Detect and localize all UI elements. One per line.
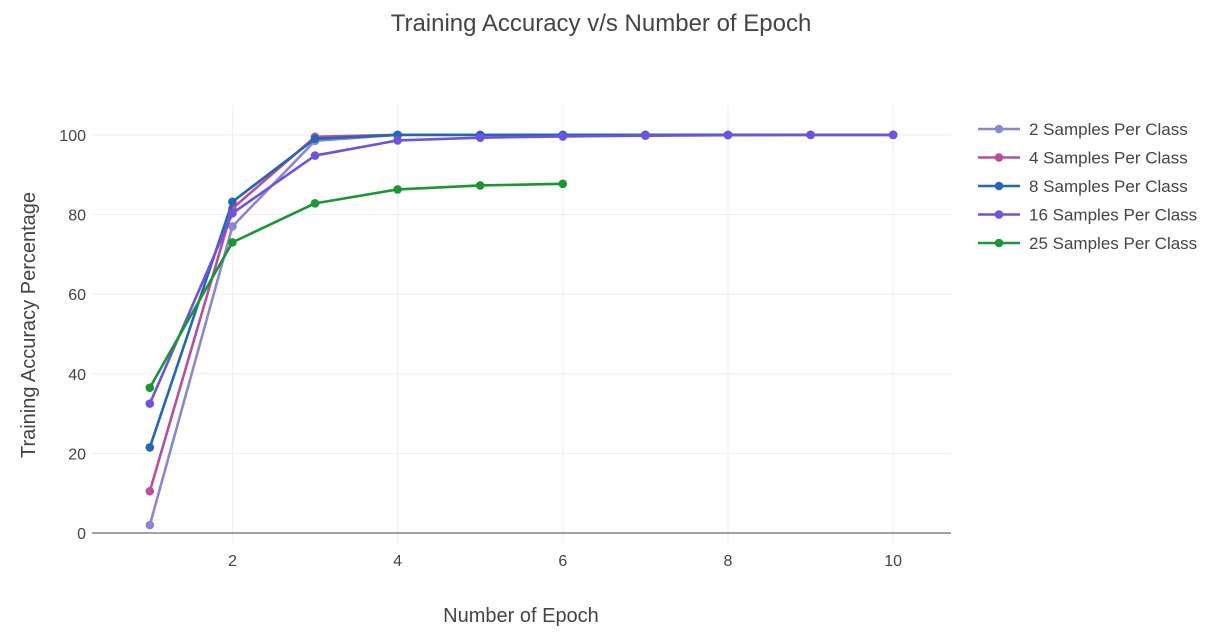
- data-point: [310, 199, 320, 208]
- data-point: [228, 197, 237, 207]
- legend-label: 4 Samples Per Class: [1029, 149, 1188, 168]
- grid: [92, 105, 951, 543]
- series-5: [145, 179, 568, 393]
- legend-swatch-marker: [994, 153, 1004, 162]
- data-point: [145, 383, 155, 393]
- data-point: [145, 399, 155, 408]
- series-layer: [145, 130, 898, 530]
- legend-swatch-marker: [994, 181, 1004, 191]
- data-point: [888, 130, 898, 140]
- data-point: [475, 133, 485, 142]
- legend-label: 16 Samples Per Class: [1029, 206, 1197, 225]
- y-axis-title: Training Accuracy Percentage: [18, 192, 40, 458]
- legend-label: 25 Samples Per Class: [1029, 234, 1197, 253]
- data-point: [228, 209, 237, 218]
- y-tick-label: 80: [68, 208, 86, 225]
- y-tick-label: 20: [68, 446, 86, 463]
- legend-swatch-marker: [994, 124, 1004, 134]
- y-tick-label: 40: [68, 367, 86, 384]
- data-point: [475, 181, 485, 190]
- series-4: [145, 130, 898, 408]
- data-point: [641, 131, 650, 140]
- x-tick-label: 8: [724, 553, 733, 570]
- x-tick-label: 6: [558, 553, 567, 570]
- legend-item[interactable]: 25 Samples Per Class: [978, 234, 1197, 253]
- series-line: [148, 133, 894, 492]
- legend-item[interactable]: 4 Samples Per Class: [978, 149, 1188, 168]
- x-axis-title: Number of Epoch: [443, 605, 599, 627]
- data-point: [393, 185, 402, 194]
- legend-item[interactable]: 16 Samples Per Class: [978, 206, 1197, 225]
- data-point: [806, 130, 815, 140]
- x-tick-label: 10: [884, 553, 902, 570]
- legend-swatch-marker: [994, 210, 1004, 219]
- legend-label: 2 Samples Per Class: [1029, 120, 1188, 139]
- legend-label: 8 Samples Per Class: [1029, 177, 1188, 196]
- y-tick-label: 0: [77, 526, 86, 543]
- data-point: [228, 222, 237, 231]
- chart-title: Training Accuracy v/s Number of Epoch: [391, 10, 812, 37]
- legend-item[interactable]: 8 Samples Per Class: [978, 177, 1188, 196]
- legend-swatch-marker: [994, 238, 1004, 248]
- legend[interactable]: 2 Samples Per Class 4 Samples Per Class 8 …: [978, 120, 1197, 253]
- x-tick-label: 4: [393, 553, 402, 570]
- data-point: [228, 238, 237, 247]
- data-point: [558, 179, 568, 189]
- series-line: [148, 133, 894, 405]
- x-tick-label: 2: [228, 553, 237, 570]
- data-point: [145, 486, 155, 496]
- data-point: [723, 130, 733, 140]
- data-point: [145, 443, 155, 452]
- data-point: [558, 132, 568, 141]
- data-point: [393, 136, 402, 145]
- y-tick-label: 100: [59, 128, 86, 145]
- legend-item[interactable]: 2 Samples Per Class: [978, 120, 1188, 139]
- data-point: [310, 151, 320, 160]
- series-line: [148, 182, 563, 389]
- data-point: [145, 520, 155, 530]
- series-1: [145, 130, 898, 530]
- data-point: [310, 134, 320, 144]
- y-tick-label: 60: [68, 287, 86, 304]
- series-3: [145, 130, 898, 452]
